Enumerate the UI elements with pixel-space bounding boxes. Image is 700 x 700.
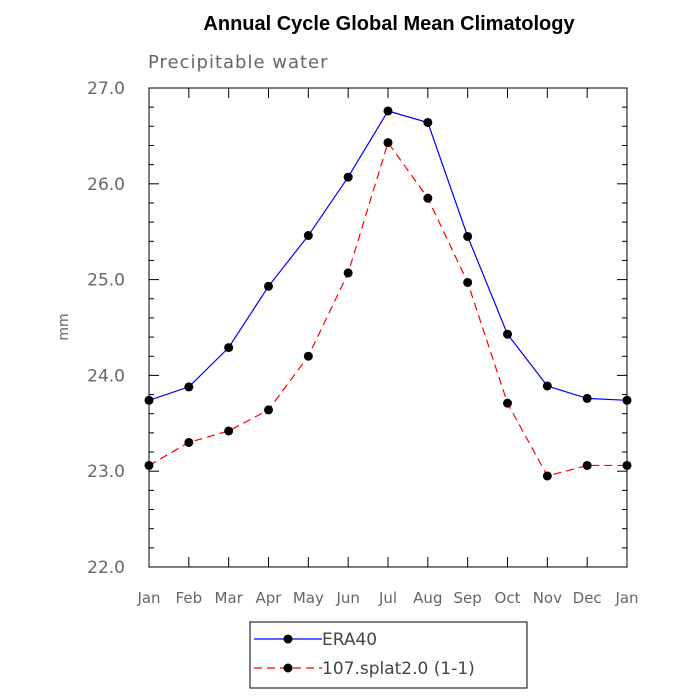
x-tick-label: Nov [533,589,562,607]
chart-subtitle: Precipitable water [148,52,329,73]
x-tick-label: Dec [573,589,602,607]
series-line-2 [148,141,627,477]
series-1-point [383,106,393,116]
series-2-point [383,138,393,148]
x-tick-label: Jan [136,589,160,607]
x-tick-label: Jul [378,589,397,607]
series-2-point [303,351,313,361]
series-1-point [423,117,433,127]
y-tick-labels: 22.0 23.0 24.0 25.0 26.0 27.0 [87,79,125,578]
y-tick-label: 25.0 [87,271,125,291]
x-tick-label: Aug [413,589,442,607]
series-2-point [184,437,194,447]
series-2-point [542,471,552,481]
legend-box [249,621,528,689]
series-2-point [343,268,353,278]
series-2-point [463,277,473,287]
series-1-point [463,231,473,241]
y-tick-label: 26.0 [87,175,125,195]
series-layer [144,106,632,481]
x-tick-label: Mar [215,589,244,607]
series-1-point [184,382,194,392]
series-1-point [542,381,552,391]
series-2-point [144,460,154,470]
chart-title: Annual Cycle Global Mean Climatology [203,13,575,35]
series-1-point [264,281,273,291]
series-1-point [343,172,353,182]
legend-label-1: ERA40 [322,630,377,650]
legend-label-2: 107.splat2.0 (1-1) [322,659,475,679]
series-1-point [224,343,234,353]
y-tick-label: 22.0 [87,558,125,578]
series-2-point [224,426,234,436]
series-1-point [503,329,512,339]
legend-marker-1 [283,634,293,644]
series-2-point [622,460,632,470]
y-tick-label: 23.0 [87,462,125,482]
series-1-point [582,393,592,403]
series-1-point [144,395,154,405]
x-tick-label: May [293,589,324,607]
series-1-point [622,395,632,405]
series-line-1 [148,110,628,401]
x-tick-label: Apr [256,589,283,607]
x-tick-label: Feb [176,589,203,607]
y-tick-label: 27.0 [87,79,125,99]
series-2-point [264,405,273,415]
x-tick-label: Sep [454,589,482,607]
series-2-point [503,398,512,408]
axis-ticks [148,87,628,568]
series-2-point [582,460,592,470]
legend: ERA40 107.splat2.0 (1-1) [249,621,528,689]
series-1-point [303,231,313,241]
x-tick-label: Jan [614,589,638,607]
x-tick-label: Jun [335,589,359,607]
x-tick-label: Oct [495,589,521,607]
legend-marker-2 [283,663,293,673]
plot-frame [148,87,628,568]
series-2-point [423,193,433,203]
y-axis-label: mm [56,313,72,340]
x-tick-labels: Jan Feb Mar Apr May Jun Jul Aug Sep Oct Nov Dec Jan [136,589,638,607]
y-tick-label: 24.0 [87,366,125,386]
